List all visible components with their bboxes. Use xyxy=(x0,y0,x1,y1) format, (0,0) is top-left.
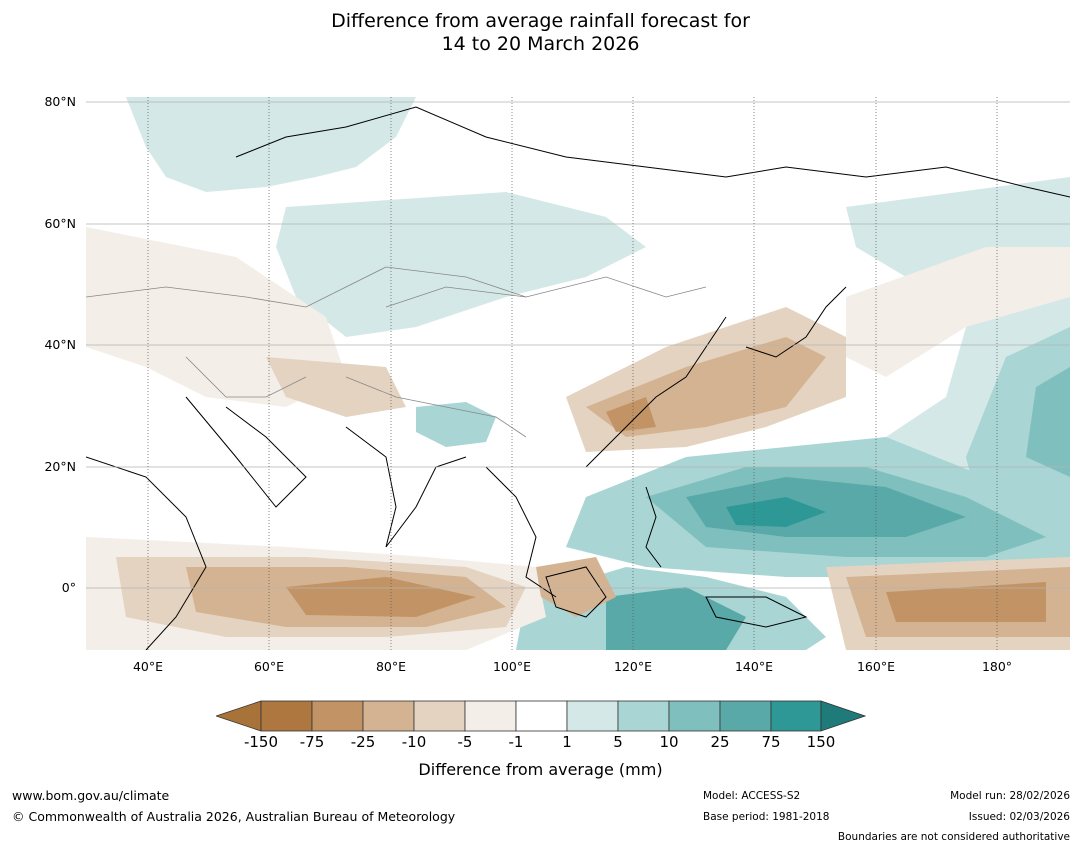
coastline-africa xyxy=(86,456,207,650)
anomaly-wet-arctic xyxy=(126,97,416,192)
coastline-philippines xyxy=(645,486,662,568)
colorbar-segment xyxy=(566,700,619,732)
coastline-arabia xyxy=(185,396,307,508)
colorbar-tick: 1 xyxy=(562,733,572,751)
colorbar-arrow-low xyxy=(216,700,262,732)
colorbar-segment xyxy=(515,700,568,732)
model-name: Model: ACCESS-S2 xyxy=(703,790,801,802)
colorbar-segment xyxy=(617,700,670,732)
anomaly-dry-indian-ocean-4 xyxy=(286,577,476,617)
lon-label-40e: 40°E xyxy=(132,659,164,674)
colorbar-segment xyxy=(464,700,517,732)
colorbar-tick: -150 xyxy=(243,733,279,751)
anomaly-dry-china-japan-3 xyxy=(606,397,656,432)
colorbar-segment xyxy=(260,700,313,732)
colorbar xyxy=(216,700,866,732)
country-borders xyxy=(86,266,707,438)
boundaries-disclaimer: Boundaries are not considered authoritat… xyxy=(837,831,1070,843)
anomaly-wet-philippine-sea-4 xyxy=(726,497,826,527)
colorbar-tick: -75 xyxy=(299,733,325,751)
coastline-indochina xyxy=(485,466,557,598)
colorbar-tick: -5 xyxy=(457,733,473,751)
lat-label-60n: 60°N xyxy=(44,216,76,231)
colorbar-tick: 5 xyxy=(613,733,623,751)
border-russia-kazakhstan xyxy=(86,266,527,308)
border-middle-east xyxy=(185,356,307,398)
coastline-new-guinea xyxy=(705,596,808,628)
colorbar-tick: -10 xyxy=(401,733,427,751)
longitude-gridlines xyxy=(147,97,998,650)
base-period: Base period: 1981-2018 xyxy=(703,811,830,823)
lat-label-equator: 0° xyxy=(61,580,76,595)
map-canvas xyxy=(86,97,1070,650)
lon-label-100e: 100°E xyxy=(492,659,531,674)
lon-label-80e: 80°E xyxy=(375,659,407,674)
lon-label-60e: 60°E xyxy=(253,659,285,674)
coastline-japan xyxy=(745,286,847,358)
colorbar-tick: 75 xyxy=(761,733,781,751)
lat-label-20n: 20°N xyxy=(44,459,76,474)
colorbar-segment xyxy=(311,700,364,732)
colorbar-label: Difference from average (mm) xyxy=(418,760,663,779)
colorbar-tick: -25 xyxy=(350,733,376,751)
anomaly-dry-north-pacific xyxy=(846,247,1070,377)
colorbar-arrow-high xyxy=(820,700,866,732)
title-line-2: 14 to 20 March 2026 xyxy=(441,33,640,55)
anomaly-wet-central-pacific-3 xyxy=(1026,367,1070,477)
anomaly-wet-maritime-2 xyxy=(606,587,746,650)
coastline-east-asia xyxy=(585,316,727,468)
border-china-mongolia xyxy=(385,276,707,308)
colorbar-segment xyxy=(719,700,772,732)
model-run-date: Model run: 28/02/2026 xyxy=(950,790,1070,802)
coastline-arctic xyxy=(235,106,1070,198)
chart-title: Difference from average rainfall forecas… xyxy=(0,10,1081,56)
border-china-india xyxy=(345,376,527,438)
colorbar-segment xyxy=(668,700,721,732)
copyright-text: © Commonwealth of Australia 2026, Austra… xyxy=(12,809,456,824)
latitude-gridlines xyxy=(86,101,1070,589)
lon-label-160e: 160°E xyxy=(856,659,895,674)
lat-label-80n: 80°N xyxy=(44,94,76,109)
lat-label-40n: 40°N xyxy=(44,337,76,352)
colorbar-segment xyxy=(362,700,415,732)
title-line-1: Difference from average rainfall forecas… xyxy=(331,10,750,32)
lon-label-180: 180° xyxy=(981,659,1013,674)
colorbar-segment xyxy=(770,700,822,732)
coastline-borneo xyxy=(545,566,607,618)
anomaly-wet-siberia xyxy=(276,192,646,337)
colorbar-tick: 25 xyxy=(710,733,730,751)
anomaly-dry-iran xyxy=(266,357,406,417)
bom-url-link[interactable]: www.bom.gov.au/climate xyxy=(12,788,170,803)
colorbar-tick: -1 xyxy=(508,733,524,751)
lon-label-120e: 120°E xyxy=(613,659,652,674)
colorbar-segment xyxy=(413,700,466,732)
coastlines xyxy=(86,106,1070,650)
colorbar-tick: 10 xyxy=(659,733,679,751)
lon-label-140e: 140°E xyxy=(734,659,773,674)
colorbar-tick: 150 xyxy=(806,733,836,751)
anomaly-dry-borneo xyxy=(536,557,616,617)
anomaly-dry-equatorial-pacific-3 xyxy=(886,582,1046,622)
rainfall-difference-map xyxy=(86,97,1070,650)
issued-date: Issued: 02/03/2026 xyxy=(968,811,1070,823)
